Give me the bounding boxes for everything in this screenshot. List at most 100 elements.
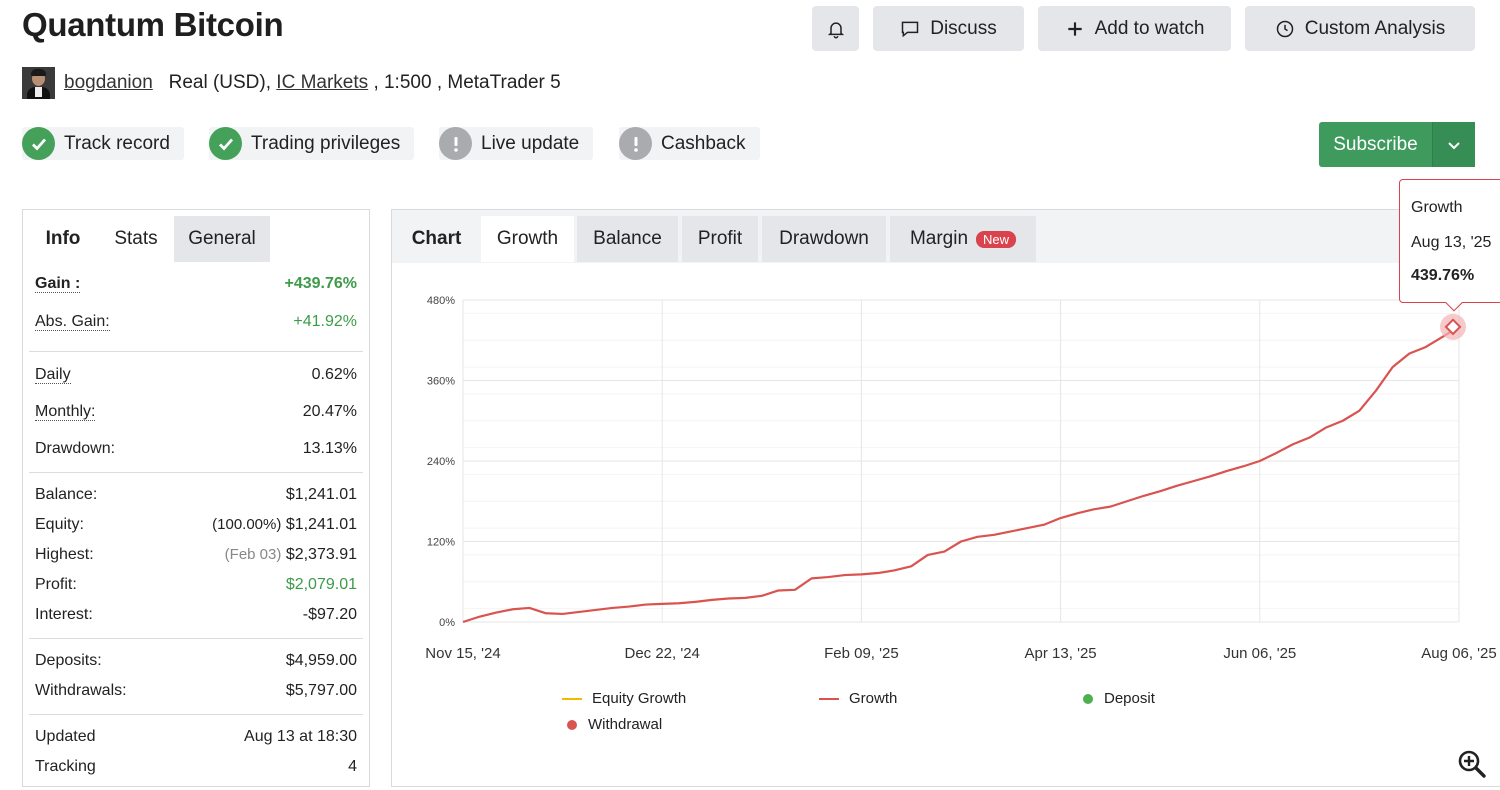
y-tick-label: 0% <box>439 617 455 629</box>
badge-cashback[interactable]: Cashback <box>619 127 760 160</box>
legend-withdrawal[interactable]: Withdrawal <box>566 716 662 733</box>
stat-tracking: Tracking 4 <box>35 758 357 776</box>
stat-label: Balance: <box>35 486 98 503</box>
stat-withdrawals: Withdrawals: $5,797.00 <box>35 682 357 700</box>
stats-panel: Info Stats General Gain : +439.76% Abs. … <box>22 209 370 787</box>
stat-label[interactable]: Gain : <box>35 275 81 293</box>
author-line: bogdanion Real (USD), IC Markets , 1:500… <box>22 67 561 99</box>
growth-series-line <box>462 325 1460 624</box>
subscribe-button[interactable]: Subscribe <box>1319 122 1475 167</box>
stat-interest: Interest: -$97.20 <box>35 606 357 624</box>
broker-link[interactable]: IC Markets <box>276 72 369 93</box>
stat-label: Deposits: <box>35 652 102 669</box>
stat-value: $4,959.00 <box>285 652 357 669</box>
highlight-point-marker <box>1444 318 1462 336</box>
legend-label: Growth <box>849 690 898 707</box>
x-tick-label: Jun 06, '25 <box>1223 645 1296 662</box>
subscribe-dropdown[interactable] <box>1432 122 1475 167</box>
add-to-watch-label: Add to watch <box>1094 17 1205 39</box>
bell-icon <box>827 21 844 38</box>
tab-balance[interactable]: Balance <box>577 216 678 262</box>
badge-label: Trading privileges <box>251 132 401 154</box>
chevron-down-icon <box>1448 141 1460 149</box>
chart-tabs-label: Chart <box>411 228 462 249</box>
y-tick-label: 240% <box>427 456 455 468</box>
custom-analysis-button[interactable]: Custom Analysis <box>1245 6 1475 51</box>
stat-label: Highest: <box>35 546 94 563</box>
legend-label: Equity Growth <box>592 690 687 707</box>
legend-label: Deposit <box>1104 690 1155 707</box>
stat-value: $2,373.91 <box>285 546 357 563</box>
stat-drawdown: Drawdown: 13.13% <box>35 440 357 458</box>
new-badge: New <box>976 230 1017 248</box>
legend-deposit[interactable]: Deposit <box>1082 690 1155 707</box>
badge-live-update[interactable]: Live update <box>439 127 594 160</box>
stat-abs-gain: Abs. Gain: +41.92% <box>35 313 357 331</box>
stat-daily: Daily 0.62% <box>35 366 357 384</box>
stat-label: Equity: <box>35 516 84 533</box>
stat-note: (Feb 03) <box>224 546 282 563</box>
stat-label[interactable]: Daily <box>35 366 71 384</box>
x-tick-label: Dec 22, '24 <box>624 645 699 662</box>
tab-profit[interactable]: Profit <box>682 216 758 262</box>
stat-value: 20.47% <box>302 403 357 420</box>
legend-equity-growth[interactable]: Equity Growth <box>562 690 686 707</box>
x-tick-label: Aug 06, '25 <box>1421 645 1496 662</box>
stat-updated: Updated Aug 13 at 18:30 <box>35 728 357 746</box>
stat-balance: Balance: $1,241.01 <box>35 486 357 504</box>
avatar[interactable] <box>22 67 55 99</box>
exclamation-icon <box>619 127 652 160</box>
discuss-button[interactable]: Discuss <box>873 6 1024 51</box>
tooltip-date: Aug 13, '25 <box>1411 234 1492 251</box>
y-tick-label: 360% <box>427 376 455 388</box>
growth-chart[interactable]: 0% 120% 240% 360% 480% Nov 15, '24 Dec 22, '24… <box>391 262 1500 682</box>
stat-value: Aug 13 at 18:30 <box>244 728 357 745</box>
author-link[interactable]: bogdanion <box>64 72 153 93</box>
tab-growth[interactable]: Growth <box>481 216 574 262</box>
badge-label: Live update <box>481 132 580 154</box>
legend-growth[interactable]: Growth <box>819 690 897 707</box>
check-icon <box>22 127 55 160</box>
zoom-in-icon[interactable] <box>1457 749 1487 779</box>
stat-label: Profit: <box>35 576 77 593</box>
stat-value: $1,241.01 <box>285 516 357 533</box>
chart-tooltip: Growth Aug 13, '25 439.76% <box>1399 179 1500 312</box>
stat-value: 4 <box>348 758 357 775</box>
notify-button[interactable] <box>812 6 859 51</box>
stat-value: 13.13% <box>302 440 357 457</box>
tab-general[interactable]: General <box>174 216 270 262</box>
stat-label[interactable]: Abs. Gain: <box>35 313 110 331</box>
stat-note: (100.00%) <box>212 516 282 533</box>
tab-drawdown[interactable]: Drawdown <box>762 216 886 262</box>
stat-value: $2,079.01 <box>285 576 357 593</box>
stat-value: +439.76% <box>284 275 357 292</box>
y-tick-label: 480% <box>427 295 455 307</box>
tab-info[interactable]: Info <box>45 228 81 249</box>
stat-gain: Gain : +439.76% <box>35 275 357 293</box>
stat-highest: Highest: (Feb 03) $2,373.91 <box>35 546 357 564</box>
dot-swatch-icon <box>567 719 577 730</box>
stat-label: Withdrawals: <box>35 682 127 699</box>
legend-label: Withdrawal <box>588 716 663 733</box>
check-icon <box>209 127 242 160</box>
stat-deposits: Deposits: $4,959.00 <box>35 652 357 670</box>
subscribe-label[interactable]: Subscribe <box>1333 133 1418 155</box>
stat-value: +41.92% <box>293 313 357 330</box>
dot-swatch-icon <box>1083 693 1093 704</box>
chart-panel: Chart Growth Balance Profit Drawdown Mar… <box>391 209 1500 787</box>
stat-monthly: Monthly: 20.47% <box>35 403 357 421</box>
stat-label: Tracking <box>35 758 96 775</box>
account-type: Real (USD), <box>168 72 272 93</box>
tab-stats[interactable]: Stats <box>98 216 174 262</box>
clock-icon <box>1276 20 1294 37</box>
stat-label: Drawdown: <box>35 440 116 457</box>
stat-label[interactable]: Monthly: <box>35 403 96 421</box>
tooltip-value: 439.76% <box>1411 267 1475 284</box>
tab-margin[interactable]: Margin New <box>890 216 1036 262</box>
leverage-platform: , 1:500 , MetaTrader 5 <box>373 72 561 93</box>
add-to-watch-button[interactable]: Add to watch <box>1038 6 1231 51</box>
badge-track-record[interactable]: Track record <box>22 127 184 160</box>
stat-label: Interest: <box>35 606 93 623</box>
stat-value: $1,241.01 <box>285 486 357 503</box>
badge-trading-privileges[interactable]: Trading privileges <box>209 127 415 160</box>
